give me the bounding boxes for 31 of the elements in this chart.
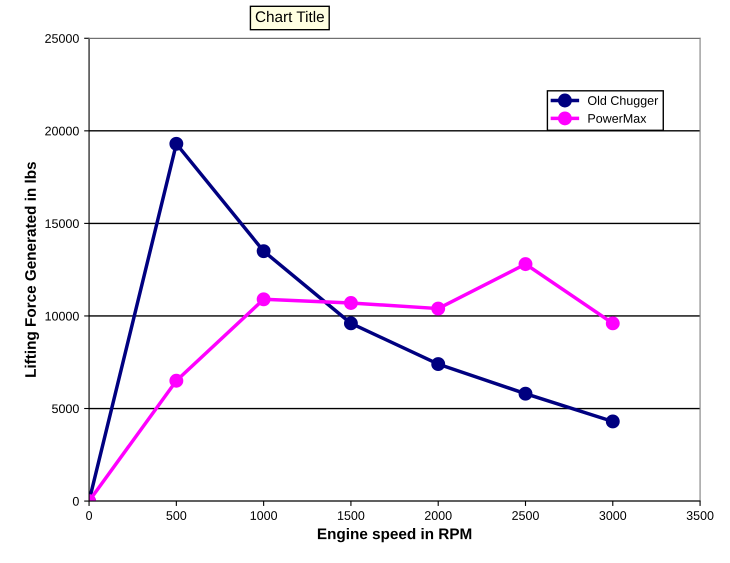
y-tick-label: 25000	[45, 34, 79, 43]
x-axis-title: Engine speed in RPM	[318, 528, 472, 542]
point	[169, 136, 184, 151]
legend-label: PowerMax	[588, 114, 646, 123]
x-tick-label: 2500	[512, 511, 539, 520]
point	[606, 414, 620, 428]
x-tick-label: 2000	[424, 511, 452, 520]
x-tick-label: 1500	[338, 511, 364, 520]
x-tick-label: 3500	[686, 511, 714, 520]
y-tick-label: 15000	[46, 219, 79, 228]
y-tick-label: 5000	[52, 404, 79, 414]
x-tick-label: 500	[166, 511, 186, 520]
point	[606, 316, 620, 330]
x-tick-label: 0	[86, 511, 92, 520]
point	[256, 292, 271, 306]
x-tick-label: 3000	[599, 511, 626, 520]
point	[518, 257, 532, 272]
point	[344, 296, 358, 310]
point	[256, 244, 271, 258]
y-tick-label: 10000	[46, 312, 79, 321]
legend-label: Old Chugger	[588, 96, 658, 108]
y-tick-label: 0	[72, 496, 79, 506]
y-tick-label: 20000	[45, 126, 79, 136]
x-tick-label: 1000	[250, 511, 278, 520]
point	[431, 357, 446, 372]
point	[169, 374, 184, 388]
point	[518, 386, 532, 401]
point	[431, 302, 446, 316]
point	[344, 316, 358, 330]
chart-title: Chart Title	[256, 10, 324, 22]
y-axis-title: Lifting Force Generated in lbs	[24, 162, 40, 377]
